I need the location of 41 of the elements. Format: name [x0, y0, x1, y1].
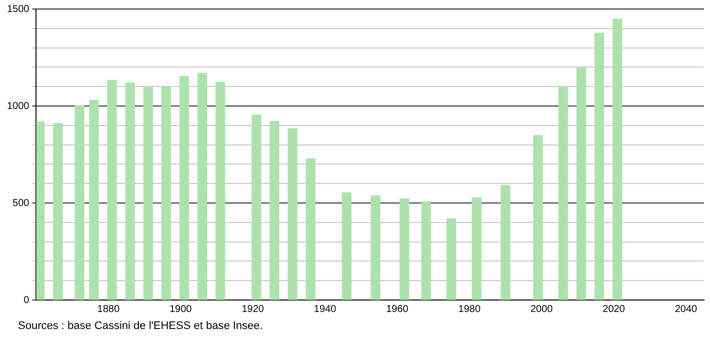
bar	[288, 128, 298, 300]
bar	[306, 158, 316, 300]
x-tick-label: 2020	[602, 304, 626, 315]
x-tick-label: 2000	[530, 304, 554, 315]
source-note: Sources : base Cassini de l'EHESS et base Insee.	[18, 320, 264, 332]
x-tick-label: 1960	[386, 304, 409, 315]
bar	[36, 121, 45, 300]
bar	[270, 120, 280, 300]
bar	[594, 32, 604, 300]
bar	[125, 82, 135, 300]
y-tick-label: 1500	[6, 4, 30, 15]
bar	[179, 76, 190, 300]
bar	[576, 67, 586, 300]
bar	[500, 185, 510, 300]
x-tick-label: 1980	[458, 304, 481, 315]
bar	[53, 123, 63, 300]
bar	[252, 114, 262, 300]
bar	[421, 201, 431, 300]
x-tick-label: 1940	[314, 304, 337, 315]
bar	[143, 86, 153, 300]
bar	[370, 195, 380, 300]
bar	[533, 135, 543, 300]
x-tick-label: 1920	[242, 304, 264, 315]
bar	[446, 218, 456, 300]
x-tick-label: 2040	[674, 304, 698, 315]
bar	[612, 18, 622, 300]
y-tick-label: 0	[24, 294, 30, 306]
y-tick-label: 1000	[6, 100, 30, 112]
bar	[107, 80, 117, 300]
bar	[400, 198, 410, 300]
bar	[472, 197, 482, 300]
bar	[197, 72, 208, 300]
bar	[161, 86, 172, 300]
x-tick-label: 1900	[170, 304, 192, 315]
bar	[89, 100, 99, 300]
y-tick-label: 500	[12, 198, 30, 209]
bar	[342, 192, 352, 300]
x-tick-label: 1880	[97, 304, 120, 315]
bar	[216, 82, 226, 300]
bar	[74, 105, 84, 300]
bar	[558, 86, 568, 300]
